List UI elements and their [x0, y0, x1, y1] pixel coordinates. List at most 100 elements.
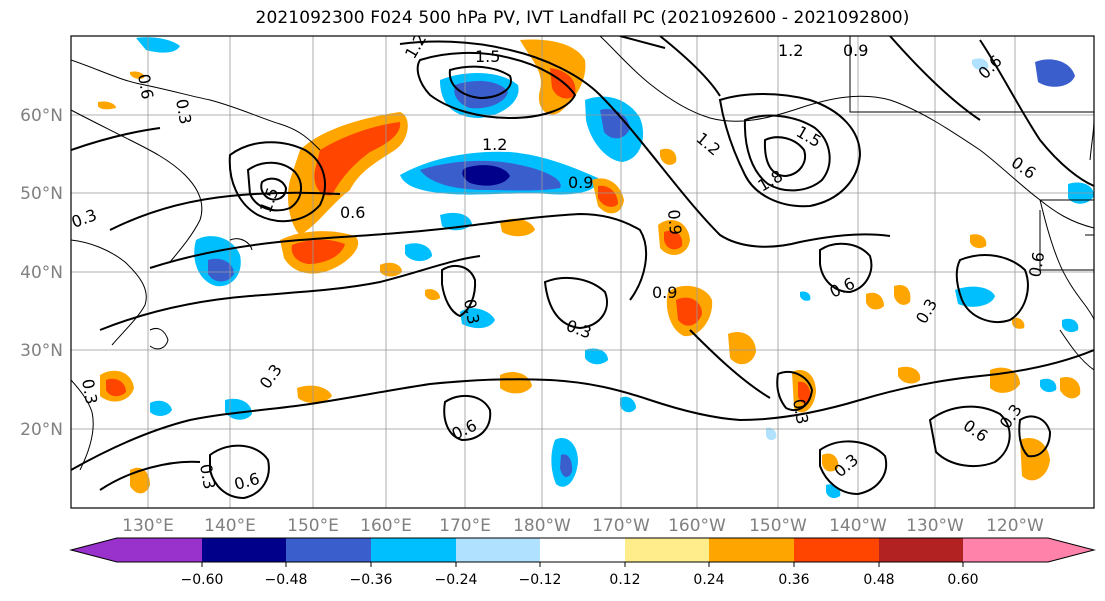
shade-royal	[208, 258, 234, 282]
shade-light-blue	[972, 58, 989, 71]
contour-label: 0.3	[172, 97, 195, 125]
shading-layer	[98, 37, 1094, 499]
shade-orange	[98, 101, 116, 110]
colorbar-extend-right	[1048, 538, 1094, 562]
shade-orange	[297, 385, 332, 404]
colorbar-extend-left	[71, 538, 117, 562]
lon-axis: 130°E 140°E 150°E 160°E 170°E 180°W 170°…	[122, 516, 1044, 536]
colorbar-swatch	[117, 538, 202, 562]
shade-orange	[660, 148, 677, 165]
colorbar-swatch	[286, 538, 371, 562]
contour-label: 1.2	[778, 41, 803, 60]
colorbar-ticks	[201, 562, 964, 567]
shade-red	[676, 297, 702, 326]
colorbar-swatch	[794, 538, 879, 562]
lat-label: 40°N	[20, 263, 63, 283]
colorbar-tick-label: 0.60	[947, 572, 978, 588]
lon-label: 150°E	[287, 516, 339, 536]
contour-label: 0.3	[460, 297, 483, 325]
coastlines	[71, 36, 1094, 471]
colorbar-tick-label: 0.24	[693, 572, 724, 588]
contour-label: 0.9	[568, 173, 593, 192]
shade-navy	[462, 165, 510, 186]
contour-label: 0.6	[134, 72, 157, 100]
pv-contours	[71, 36, 1094, 500]
contour-label: 0.3	[196, 462, 219, 490]
shade-orange	[894, 284, 911, 305]
contour-label: 0.6	[1025, 250, 1048, 278]
colorbar-swatch	[202, 538, 286, 562]
shade-orange	[500, 372, 532, 394]
contour-label: 1.5	[475, 47, 500, 66]
lon-label: 140°W	[829, 516, 887, 536]
colorbar-swatch	[371, 538, 456, 562]
lon-label: 160°W	[668, 516, 726, 536]
colorbar-swatch	[879, 538, 963, 562]
colorbar-swatch	[456, 538, 540, 562]
colorbar-swatch	[963, 538, 1048, 562]
map-frame	[70, 35, 1095, 509]
shade-sky	[955, 286, 995, 307]
colorbar-tick-label: −0.24	[435, 572, 478, 588]
map-content: 1.5 1.2 1.2 0.9 0.6 1.2 1.5 1.8 1.2 0.9 …	[71, 36, 1094, 508]
shade-sky	[136, 37, 180, 53]
shade-red	[798, 381, 811, 404]
lat-label: 50°N	[20, 184, 63, 204]
colorbar: −0.60 −0.48 −0.36 −0.24 −0.12 0.12 0.24 …	[69, 537, 1096, 588]
lon-label: 140°E	[204, 516, 256, 536]
shade-sky	[620, 396, 636, 413]
shade-orange	[130, 467, 150, 494]
lon-label: 150°W	[749, 516, 807, 536]
shade-royal	[1035, 59, 1075, 87]
colorbar-tick-label: −0.48	[265, 572, 308, 588]
shade-red	[314, 122, 401, 196]
lat-label: 60°N	[20, 106, 63, 126]
shade-royal	[454, 80, 508, 109]
colorbar-tick-label: 0.36	[778, 572, 809, 588]
shade-light-blue	[766, 427, 777, 441]
lon-label: 170°E	[439, 516, 491, 536]
lon-label: 170°W	[592, 516, 650, 536]
contour-label: 1.2	[482, 135, 507, 154]
shade-sky	[150, 400, 172, 416]
lat-label: 20°N	[20, 420, 63, 440]
contour-label: 0.9	[664, 209, 685, 236]
colorbar-outline	[69, 537, 1096, 563]
lon-label: 120°W	[986, 516, 1044, 536]
shade-sky	[225, 398, 252, 420]
shade-red	[598, 185, 618, 207]
shade-orange	[500, 218, 535, 237]
shade-orange	[970, 234, 987, 249]
shade-sky	[800, 291, 811, 301]
colorbar-tick-label: 0.12	[609, 572, 640, 588]
shade-red	[106, 378, 126, 397]
shade-orange	[1060, 376, 1081, 399]
shade-sky	[1062, 318, 1079, 333]
shade-orange	[1020, 438, 1050, 481]
shade-royal	[600, 109, 630, 139]
colorbar-tick-label: −0.12	[519, 572, 562, 588]
shade-orange	[425, 289, 440, 301]
shade-orange	[380, 262, 402, 277]
lat-label: 30°N	[20, 341, 63, 361]
contour-label: 0.9	[652, 283, 677, 302]
lon-label: 180°W	[513, 516, 571, 536]
lon-label: 130°E	[122, 516, 174, 536]
lon-label: 130°W	[906, 516, 964, 536]
colorbar-swatch	[625, 538, 709, 562]
contour-label: 0.3	[78, 377, 101, 405]
map-title: 2021092300 F024 500 hPa PV, IVT Landfall…	[255, 8, 910, 28]
shade-royal	[560, 454, 573, 477]
shade-orange	[866, 292, 884, 310]
shade-sky	[585, 348, 608, 365]
colorbar-swatch	[540, 538, 625, 562]
shade-sky	[405, 243, 432, 262]
colorbar-tick-label: −0.60	[181, 572, 224, 588]
contour-label: 0.3	[789, 397, 812, 425]
contour-label: 0.9	[843, 41, 868, 60]
shade-orange	[130, 71, 145, 79]
shade-sky	[1040, 378, 1057, 393]
shade-orange	[728, 332, 756, 365]
lon-label: 160°E	[360, 516, 412, 536]
